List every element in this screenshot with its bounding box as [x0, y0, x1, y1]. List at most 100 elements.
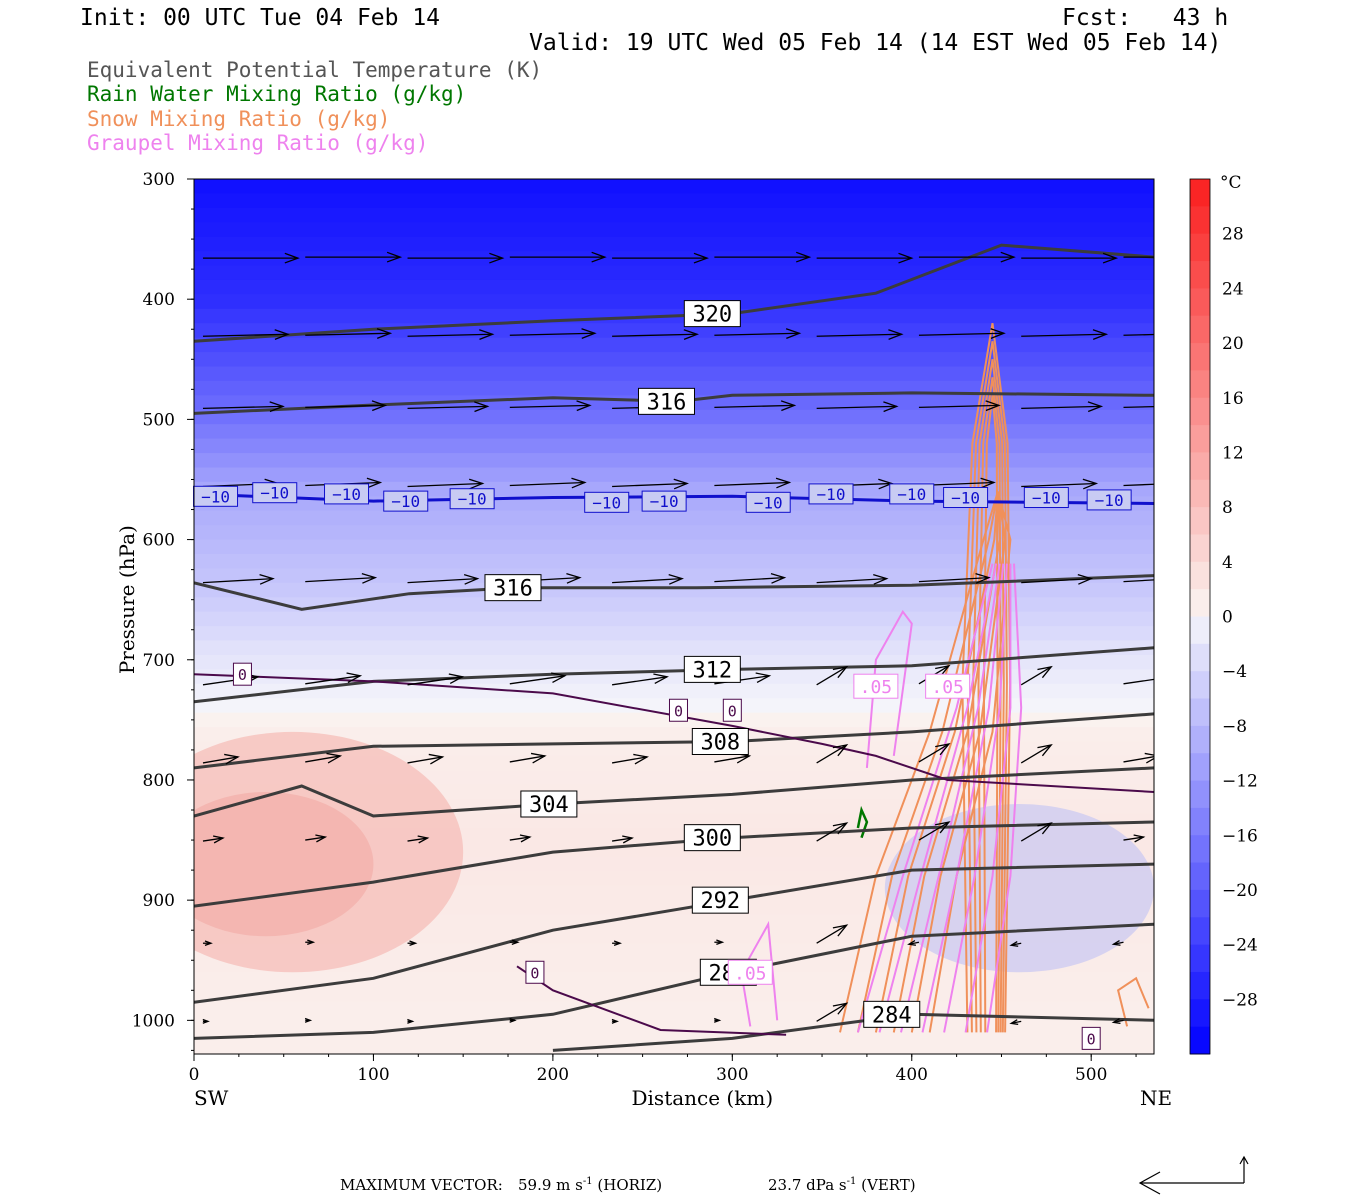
theta-e-label-box — [637, 387, 695, 415]
wind-vector — [305, 404, 386, 409]
temp-band — [194, 539, 1154, 555]
graupel-contour — [943, 563, 1008, 1033]
wind-arrowhead — [633, 753, 649, 765]
colorbar-bin — [1190, 288, 1210, 317]
zero-label-box — [525, 960, 545, 984]
zero-label: 0 — [1087, 1030, 1096, 1048]
wind-arrowhead — [1087, 401, 1104, 413]
y-tick-label: 600 — [143, 531, 175, 551]
wind-vector — [305, 675, 361, 685]
wind-arrowhead — [1111, 939, 1121, 946]
y-axis-title: Pressure (hPa) — [115, 525, 139, 674]
plot-frame — [193, 178, 1155, 1055]
temp-band — [194, 943, 1154, 959]
colorbar-bin — [1190, 589, 1210, 617]
theta-e-label: 284 — [872, 1003, 912, 1028]
wind-arrowhead — [376, 328, 393, 339]
temp-band — [194, 222, 1154, 238]
wind-vector — [714, 404, 795, 409]
wind-vector — [918, 404, 999, 409]
wind-arrowhead — [653, 673, 669, 685]
wind-arrowhead — [1102, 252, 1119, 264]
colorbar-tick-label: 4 — [1222, 553, 1233, 573]
max-vector-horiz: 59.9 m s-1 (HORIZ) — [518, 1176, 663, 1194]
x-tick-label: 0 — [189, 1065, 200, 1085]
graupel-label-box — [853, 673, 899, 699]
theta-e-label-box — [863, 1000, 921, 1028]
wind-arrowhead — [576, 400, 592, 412]
theta-e-label-box — [683, 824, 741, 852]
colorbar-bin — [1190, 862, 1210, 891]
zero-label-box — [722, 698, 742, 722]
wind-arrowhead — [581, 328, 597, 339]
colorbar-bin — [1190, 944, 1210, 973]
warm-core-inner — [194, 792, 374, 937]
wind-vector — [1020, 744, 1052, 764]
colorbar-tick-label: −20 — [1222, 881, 1258, 901]
theta-e-label: 304 — [529, 793, 569, 818]
wind-arrowhead — [990, 328, 1006, 339]
zero-label-box — [232, 662, 252, 686]
wind-arrowhead — [1037, 665, 1053, 679]
theta-e-contour — [194, 862, 1154, 1004]
wind-vector — [202, 333, 288, 337]
wind-vector — [202, 405, 283, 410]
wind-arrowhead — [509, 1017, 517, 1023]
colorbar-frame — [1189, 178, 1211, 1055]
temp-band — [194, 1001, 1154, 1017]
y-tick-label: 1000 — [132, 1011, 175, 1031]
isotherm-label: −10 — [951, 489, 980, 508]
wind-vector — [918, 821, 950, 841]
colorbar-bin — [1190, 971, 1210, 1000]
wind-arrowhead — [1077, 573, 1094, 585]
wind-arrowhead — [386, 251, 403, 263]
colorbar-tick-label: 8 — [1222, 498, 1233, 518]
theta-e-label: 316 — [493, 577, 533, 602]
x-end-left: SW — [194, 1086, 229, 1110]
colorbar-tick-label: 28 — [1222, 225, 1244, 245]
wind-vector — [1123, 678, 1154, 685]
colorbar-bin — [1190, 479, 1210, 508]
colorbar-bin — [1190, 999, 1210, 1028]
wind-arrowhead — [259, 573, 275, 585]
wind-arrowhead — [832, 1002, 849, 1015]
wind-arrowhead — [1009, 1019, 1019, 1026]
theta-e-label: 312 — [692, 658, 732, 683]
wind-vector — [714, 576, 785, 583]
colorbar-tick-label: 24 — [1222, 279, 1244, 299]
colorbar-tick-label: 16 — [1222, 389, 1244, 409]
y-tick-label: 500 — [143, 410, 175, 430]
colorbar-bin — [1190, 671, 1210, 700]
isotherm-label-box — [324, 483, 370, 505]
wind-vector — [509, 755, 545, 763]
wind-arrowhead — [346, 672, 363, 684]
wind-vector — [407, 577, 478, 584]
isotherm-label-box — [808, 483, 854, 505]
colorbar-tick-label: −12 — [1222, 772, 1258, 792]
temp-band — [194, 510, 1154, 526]
graupel-contour — [856, 563, 994, 1033]
theta-e-label-box — [691, 728, 749, 755]
wind-vector — [1123, 836, 1144, 841]
reference-vector — [1138, 1155, 1249, 1195]
legend-snow: Snow Mixing Ratio (g/kg) — [87, 107, 391, 131]
colorbar-bin — [1190, 233, 1210, 262]
isotherm-label-box — [641, 490, 687, 512]
temp-band — [194, 265, 1154, 281]
x-tick-label: 200 — [537, 1065, 569, 1085]
theta-e-contour — [194, 922, 1154, 1040]
x-tick-label: 500 — [1075, 1065, 1107, 1085]
wind-arrowhead — [1165, 673, 1179, 683]
wind-arrowhead — [550, 672, 567, 684]
y-tick-label: 400 — [143, 290, 175, 310]
zero-label: 0 — [238, 666, 247, 684]
isotherm-label: −10 — [650, 492, 679, 511]
wind-arrowhead — [511, 939, 520, 946]
wind-arrowhead — [683, 329, 699, 340]
theta-e-label: 300 — [692, 827, 732, 852]
temp-band — [194, 986, 1154, 1002]
wind-arrowhead — [1009, 940, 1019, 947]
wind-arrowhead — [693, 252, 709, 264]
wind-arrowhead — [1092, 329, 1109, 340]
temp-band — [194, 1029, 1154, 1045]
